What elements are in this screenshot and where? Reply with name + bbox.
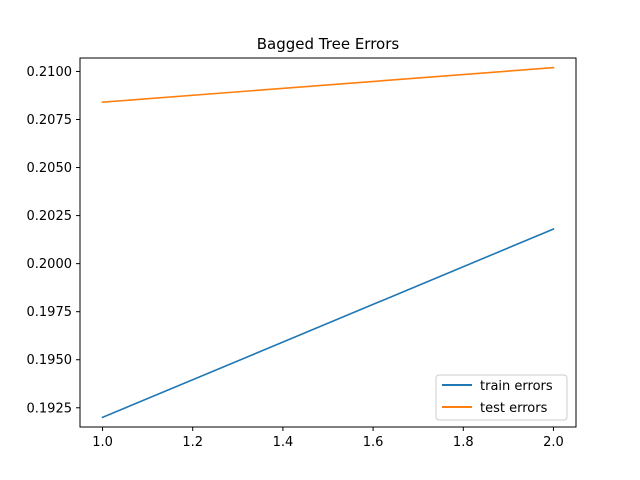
series-line-1 bbox=[101, 66, 555, 104]
x-tick-label: 1.4 bbox=[273, 435, 294, 450]
legend-box bbox=[435, 374, 568, 421]
y-tick-label: 0.1925 bbox=[27, 401, 73, 416]
y-tick-label: 0.2025 bbox=[27, 209, 73, 224]
series-line-0 bbox=[101, 228, 555, 419]
y-tick-label: 0.2050 bbox=[27, 161, 73, 176]
legend-label-test: test errors bbox=[480, 401, 548, 416]
y-tick-label: 0.2100 bbox=[27, 65, 73, 80]
x-tick-label: 1.2 bbox=[182, 435, 203, 450]
x-tick-label: 1.6 bbox=[363, 435, 384, 450]
y-tick-label: 0.1950 bbox=[27, 353, 73, 368]
plot-frame bbox=[79, 57, 577, 428]
x-tick-label: 1.8 bbox=[453, 435, 474, 450]
chart-title: Bagged Tree Errors bbox=[257, 35, 400, 53]
series-layer bbox=[101, 66, 555, 419]
x-axis: 1.0 1.2 1.4 1.6 1.8 2.0 bbox=[92, 427, 564, 450]
legend-label-train: train errors bbox=[480, 379, 553, 394]
y-tick-label: 0.1975 bbox=[27, 305, 73, 320]
x-tick-label: 2.0 bbox=[543, 435, 564, 450]
y-axis: 0.1925 0.1950 0.1975 0.2000 0.2025 0.2050 0.20… bbox=[27, 65, 80, 416]
y-tick-label: 0.2000 bbox=[27, 257, 73, 272]
legend: train errors test errors bbox=[435, 374, 568, 421]
x-tick-label: 1.0 bbox=[92, 435, 113, 450]
y-tick-label: 0.2075 bbox=[27, 113, 73, 128]
